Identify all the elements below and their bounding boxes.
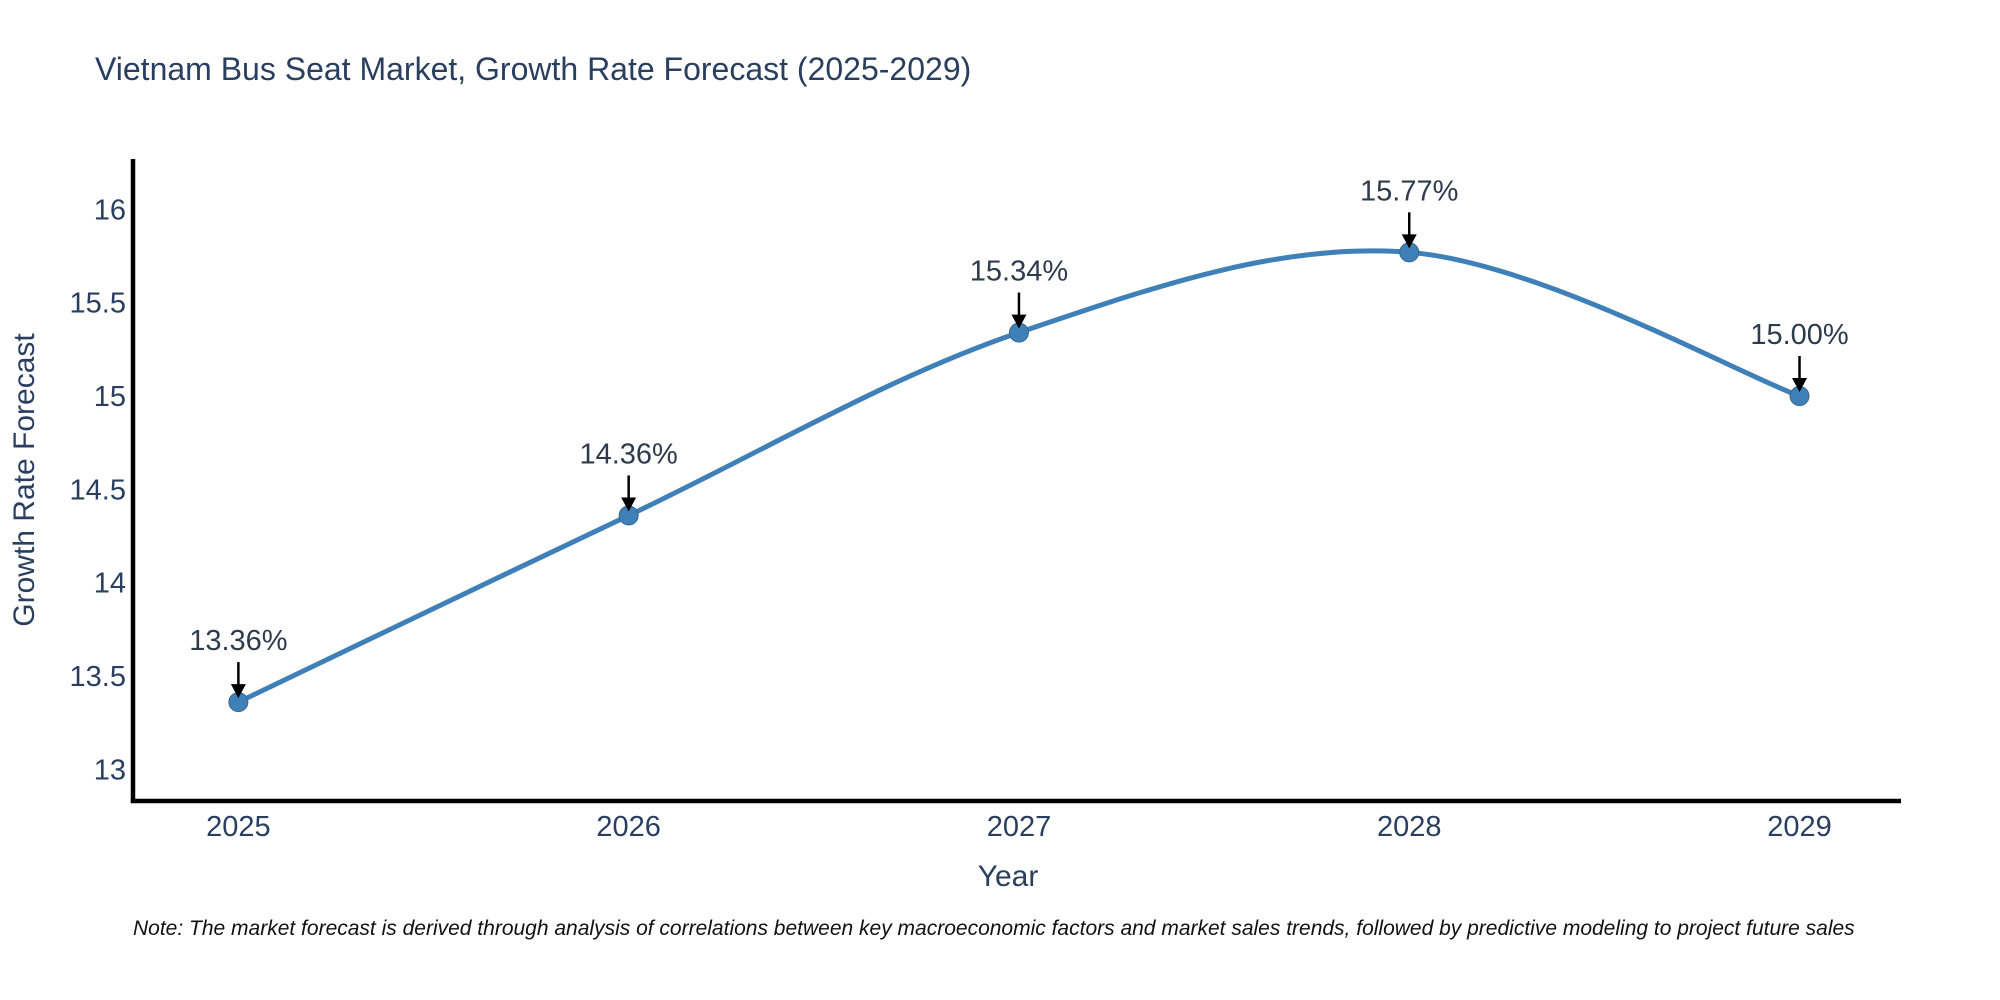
footnote: Note: The market forecast is derived thr… [133,917,1855,940]
x-tick-label: 2025 [206,811,271,843]
x-tick-label: 2027 [987,811,1052,843]
point-annotations: 13.36% 14.36% 15.34% 15.77% 15.00% [189,175,1849,699]
annotation-arrowhead-icon [1792,378,1808,393]
annotation-label: 14.36% [579,438,677,470]
y-tick-label: 13 [94,754,126,786]
annotation-label: 15.77% [1360,175,1458,207]
x-tick-label: 2028 [1377,811,1442,843]
annotation-label: 15.34% [970,256,1068,288]
annotation-label: 15.00% [1750,319,1848,351]
y-tick-label: 14 [94,568,126,600]
annotation-2028: 15.77% [1360,175,1458,249]
y-tick-label: 13.5 [70,661,126,693]
annotation-2026: 14.36% [579,438,678,512]
annotation-label: 13.36% [189,625,287,657]
annotation-2025: 13.36% [189,625,288,699]
y-tick-label: 15 [94,381,126,413]
chart-title: Vietnam Bus Seat Market, Growth Rate For… [95,51,971,87]
x-tick-label: 2029 [1767,811,1832,843]
annotation-arrowhead-icon [230,684,246,699]
annotation-arrowhead-icon [1011,314,1027,329]
y-axis-tick-labels: 13 13.5 14 14.5 15 15.5 16 [70,194,126,786]
x-axis-title: Year [978,860,1039,893]
annotation-2027: 15.34% [970,256,1068,329]
y-tick-label: 15.5 [70,288,126,320]
y-tick-label: 14.5 [70,474,126,506]
x-tick-label: 2026 [596,811,661,843]
annotation-arrowhead-icon [1401,234,1417,249]
annotation-arrowhead-icon [621,497,637,512]
annotation-2029: 15.00% [1750,319,1849,393]
y-tick-label: 16 [94,194,126,226]
x-axis-tick-labels: 2025 2026 2027 2028 2029 [206,811,1832,843]
data-point-markers [228,242,1810,713]
y-axis-title: Growth Rate Forecast [8,333,41,627]
